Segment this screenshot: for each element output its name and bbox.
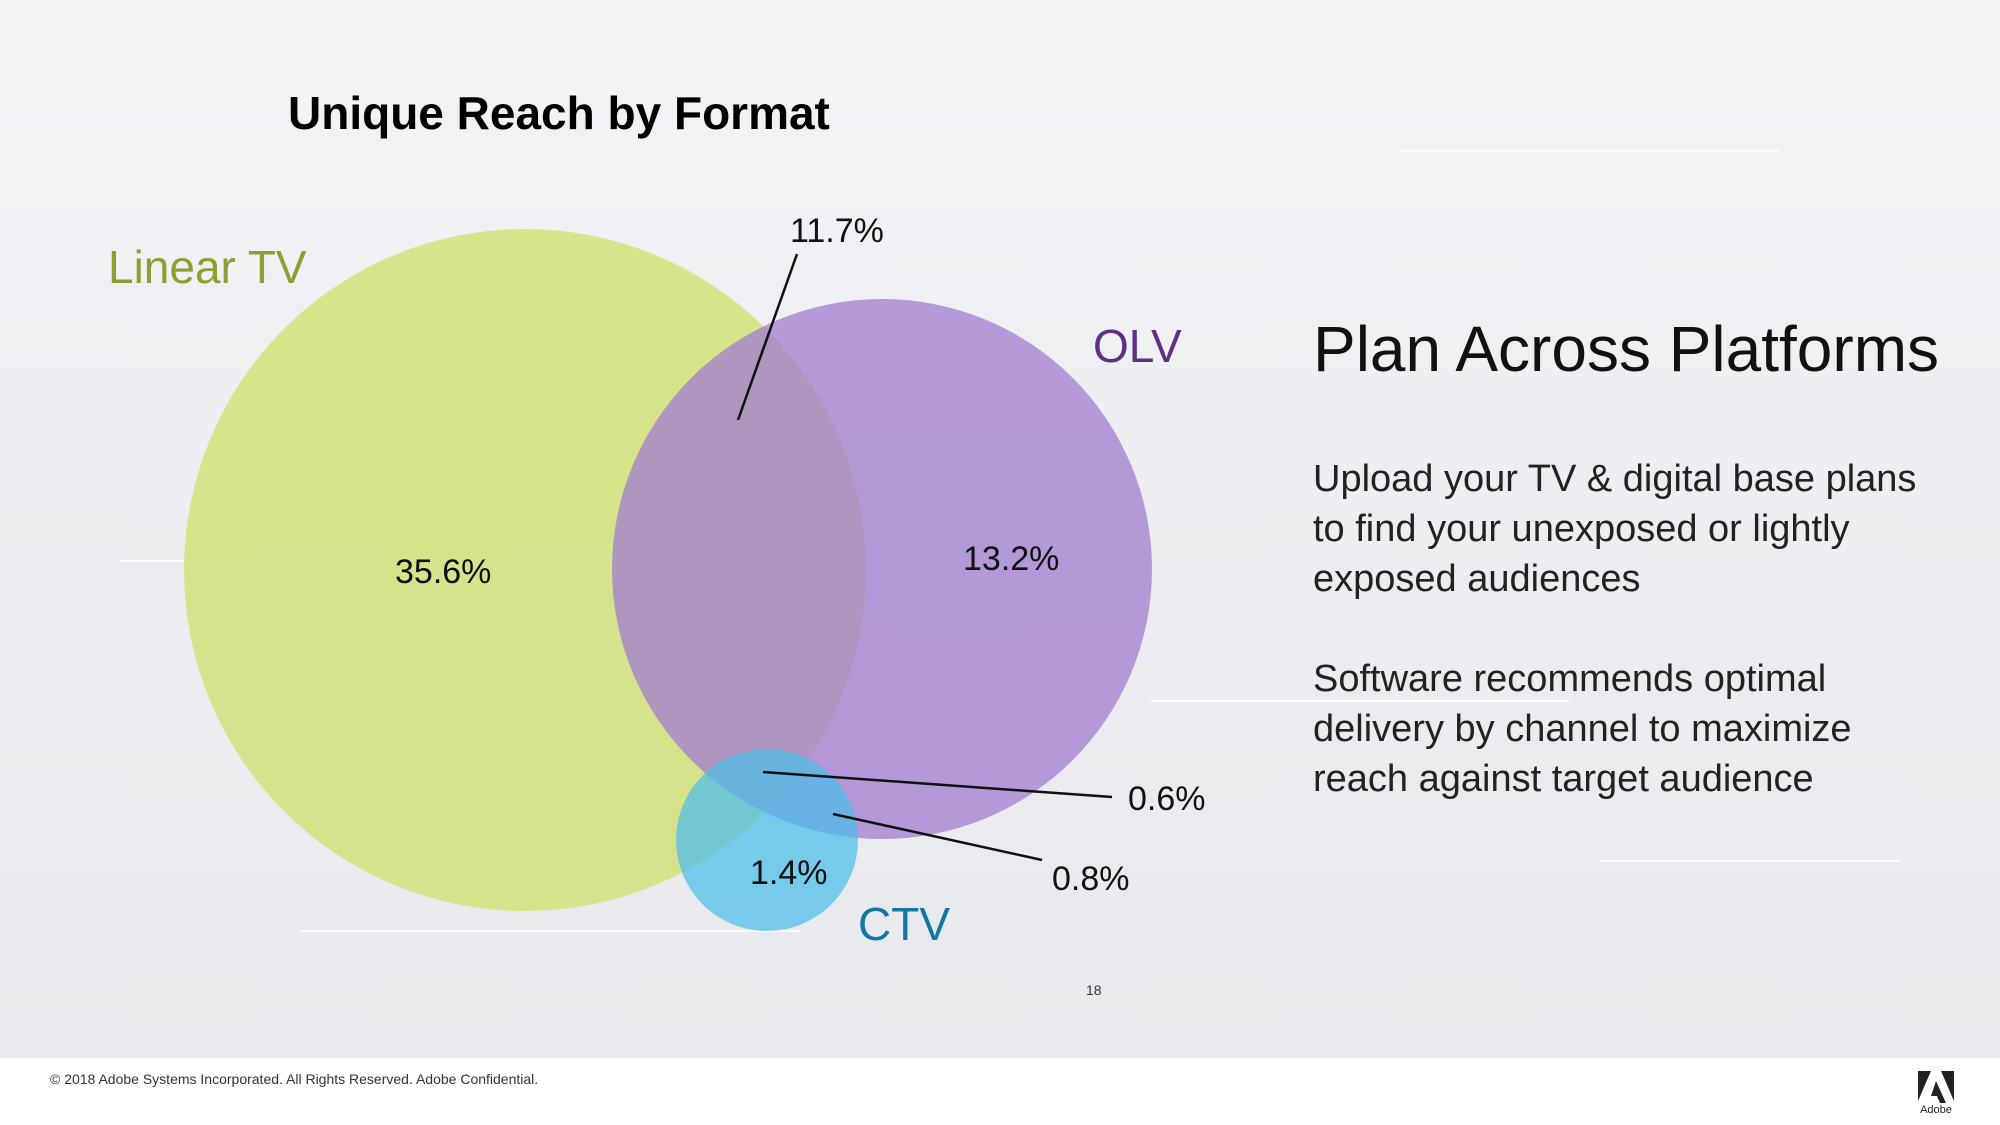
value-all-three: 0.6% [1128,780,1206,818]
value-linear-only: 35.6% [395,553,491,591]
side-paragraph-2: Software recommends optimal delivery by … [1313,658,1852,800]
leader-line-olv-ctv [832,812,1043,862]
texture-streak [1150,700,1570,702]
label-linear-tv: Linear TV [108,241,307,293]
leader-line-all-three [762,770,1113,799]
side-title: Plan Across Platforms [1313,313,1939,385]
texture-streak [1600,860,1900,862]
texture-streak [1400,150,1780,152]
side-paragraph-1: Upload your TV & digital base plans to f… [1313,458,1917,600]
logo-text: Adobe [1920,1104,1952,1116]
copyright-text: © 2018 Adobe Systems Incorporated. All R… [50,1071,539,1087]
venn-diagram: Linear TV OLV CTV 35.6% 13.2% 11.7% 0.6%… [108,212,1206,950]
value-olv-ctv: 0.8% [1052,860,1130,898]
label-olv: OLV [1093,320,1182,372]
label-ctv: CTV [858,898,950,950]
circle-ctv [676,749,858,931]
value-ctv-only: 1.4% [750,854,828,892]
texture-streak [300,930,800,932]
value-linear-olv: 11.7% [790,212,884,250]
leader-line-linear-olv [736,253,799,421]
value-olv-only: 13.2% [963,540,1059,578]
footer [0,1058,2000,1125]
page-number: 18 [1086,982,1102,998]
adobe-logo-icon [1918,1071,1954,1103]
circle-olv [612,299,1152,839]
chart-title: Unique Reach by Format [288,87,830,139]
